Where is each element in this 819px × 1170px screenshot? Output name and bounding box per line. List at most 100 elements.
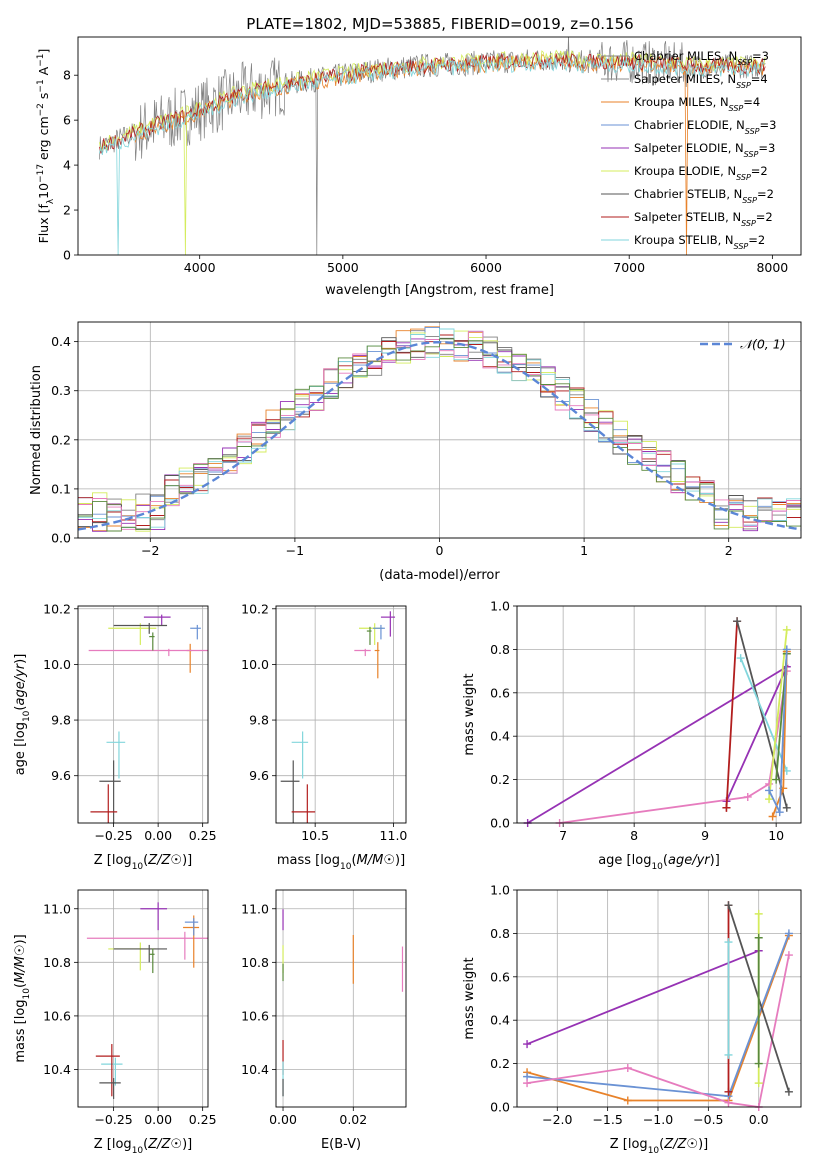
spectrum-legend-label: Chabrier ELODIE, NSSP=3: [634, 118, 776, 136]
label-part: λ: [46, 198, 56, 204]
legend-subscript: SSP: [729, 104, 744, 113]
label-part: age/yr: [668, 853, 711, 868]
legend-text: Kroupa MILES, N: [634, 95, 729, 109]
label-part: 10: [132, 862, 144, 872]
weight-Z-ytick-label: 0.4: [490, 1013, 510, 1028]
weight-age-xlabel: age [log10(age/yr)]: [598, 853, 720, 872]
mass-ebv-xlabel: E(B-V): [321, 1137, 361, 1152]
weight-age-series-line: [768, 629, 788, 800]
age-Z-ytick-label: 9.8: [51, 713, 71, 728]
weight-age-ytick-label: 0.8: [490, 642, 510, 657]
label-part: Z [log: [94, 853, 132, 868]
age-mass-ytick-label: 9.6: [249, 768, 269, 783]
spectrum-legend-label: Chabrier STELIB, NSSP=2: [634, 187, 774, 205]
weight-Z-xtick-label: −2.0: [542, 1112, 572, 1127]
age-Z-ytick-label: 10.2: [43, 601, 71, 616]
mass-ebv-axes-group: 0.00 0.02 10.4 10.6 10.8 11.0 E(B-V): [241, 889, 407, 1152]
spectrum-frame: [77, 36, 802, 256]
spectrum-axes-group: 4000 5000 6000 7000 8000 0 2 4 6 8 Chabrier MILES,…: [36, 36, 802, 298]
spectrum-xtick-label: 8000: [756, 260, 788, 275]
legend-value: =2: [748, 233, 765, 247]
legend-text: Salpeter STELIB, N: [634, 210, 741, 224]
label-part: )]: [710, 853, 720, 868]
residuals-axes-group: −2 −1 0 1 2 0.0 0.1 0.2 0.3 0.4 𝒩(0, 1) (data-model…: [29, 321, 802, 583]
legend-text: Chabrier ELODIE, N: [634, 118, 745, 132]
spectrum-ytick-label: 4: [63, 158, 71, 173]
label-part: Z/Z☉: [147, 853, 182, 868]
weight-age-ytick-label: 0.4: [490, 729, 510, 744]
weight-age-point-marker: [743, 792, 752, 801]
weight-Z-point-marker: [523, 1079, 532, 1088]
weight-Z-point-marker: [724, 1098, 733, 1107]
weight-Z-point-marker: [784, 1087, 793, 1096]
label-part: 10: [651, 862, 663, 872]
weight-age-frame: [516, 605, 802, 824]
weight-age-ytick-label: 1.0: [490, 599, 510, 614]
age-mass-ytick-label: 10.0: [241, 657, 269, 672]
residuals-ylabel: Normed distribution: [29, 365, 44, 495]
weight-age-ylabel: mass weight: [462, 673, 477, 755]
spectrum-ytick-label: 8: [63, 68, 71, 83]
label-part: Z [log: [94, 1137, 132, 1152]
spectrum-model-line: [99, 55, 766, 255]
age-mass-axes-group: 10.5 11.0 9.6 9.8 10.0 10.2 mass [log10(M/M☉)]: [241, 601, 407, 872]
weight-Z-ytick-label: 0.8: [490, 926, 510, 941]
weight-Z-point-marker: [724, 938, 733, 947]
legend-subscript: SSP: [742, 196, 757, 205]
legend-value: =2: [757, 187, 774, 201]
residuals-xtick-label: −2: [141, 543, 159, 558]
age-mass-ytick-label: 9.8: [249, 713, 269, 728]
weight-Z-ytick-label: 0.0: [490, 1100, 510, 1115]
weight-age-xtick-label: 8: [630, 828, 638, 843]
mass-Z-ytick-label: 10.8: [43, 955, 71, 970]
label-part: 10: [36, 183, 51, 199]
weight-age-point-marker: [772, 775, 781, 784]
mass-ebv-xtick-label: 0.00: [269, 1112, 297, 1127]
weight-Z-ytick-label: 1.0: [490, 883, 510, 898]
age-mass-xlabel: mass [log10(M/M☉)]: [277, 853, 405, 872]
label-part: (: [143, 853, 148, 868]
label-part: Z/Z☉: [663, 1137, 698, 1152]
legend-text: Chabrier MILES, N: [634, 49, 737, 63]
spectrum-legend-label: Salpeter MILES, NSSP=4: [634, 72, 768, 90]
label-part: (: [13, 983, 28, 988]
label-part: Z [log: [610, 1137, 648, 1152]
mass-ebv-ytick-label: 10.6: [241, 1008, 269, 1023]
label-part: )]: [395, 853, 405, 868]
weight-Z-series-line: [526, 949, 760, 1045]
label-part: mass [log: [277, 853, 340, 868]
legend-subscript: SSP: [745, 127, 760, 136]
weight-Z-point-marker: [784, 929, 793, 938]
spectrum-ytick-label: 0: [63, 248, 71, 263]
legend-text: Salpeter ELODIE, N: [634, 141, 744, 155]
weight-age-point-marker: [768, 812, 777, 821]
residuals-xtick-label: 1: [580, 543, 588, 558]
legend-value: =2: [756, 210, 773, 224]
spectrum-legend-label: Kroupa STELIB, NSSP=2: [634, 233, 765, 251]
weight-age-point-marker: [722, 803, 731, 812]
legend-value: =2: [751, 164, 768, 178]
label-part: )]: [13, 654, 28, 664]
residuals-ytick-label: 0.1: [51, 481, 71, 496]
legend-text: Kroupa ELODIE, N: [634, 164, 736, 178]
mass-ebv-ytick-label: 11.0: [241, 901, 269, 916]
weight-age-ytick-label: 0.2: [490, 772, 510, 787]
mass-Z-frame: [77, 889, 209, 1108]
weight-age-point-marker: [775, 808, 784, 817]
age-Z-xtick-label: 0.00: [144, 828, 172, 843]
legend-text: Salpeter MILES, N: [634, 72, 736, 86]
spectrum-ytick-label: 6: [63, 113, 71, 128]
residuals-xtick-label: −1: [286, 543, 304, 558]
weight-age-ytick-label: 0.0: [490, 816, 510, 831]
label-part: )]: [13, 934, 28, 944]
age-Z-xtick-label: 0.25: [189, 828, 217, 843]
legend-value: =4: [751, 72, 768, 86]
weight-age-series-line: [736, 620, 788, 809]
legend-value: =3: [752, 49, 769, 63]
mass-Z-ytick-label: 10.6: [43, 1008, 71, 1023]
weight-Z-ylabel: mass weight: [462, 957, 477, 1039]
label-part: 10: [22, 710, 32, 722]
weight-age-point-marker: [782, 803, 791, 812]
